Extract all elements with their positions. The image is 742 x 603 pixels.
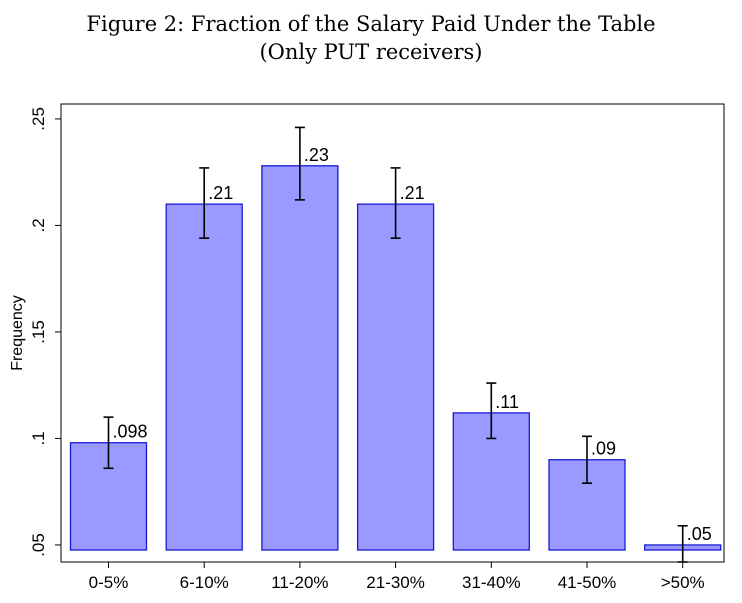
error-bar-0 xyxy=(103,416,114,470)
bar-3 xyxy=(356,203,435,551)
bar-1 xyxy=(165,203,243,551)
bar-2 xyxy=(261,165,339,551)
error-bars-layer xyxy=(103,126,688,563)
y-axis-title: Frequency xyxy=(9,295,26,371)
data-labels-layer: .098 .21 .23 .21 .11 .09 .05 xyxy=(113,145,712,544)
y-tick-label-1: .1 xyxy=(29,431,48,445)
y-tick-label-0: .05 xyxy=(29,533,48,557)
data-label-2: .23 xyxy=(304,145,329,165)
x-tick-label-6: >50% xyxy=(661,573,705,592)
data-label-4: .11 xyxy=(495,392,519,412)
y-tick-label-3: .2 xyxy=(29,218,48,232)
data-label-1: .21 xyxy=(208,183,233,203)
x-tick-label-3: 21-30% xyxy=(366,573,425,592)
x-tick-label-1: 6-10% xyxy=(180,573,229,592)
y-tick-label-4: .25 xyxy=(29,107,48,131)
error-bar-2 xyxy=(294,126,305,201)
y-axis: .05 .1 .15 .2 .25 xyxy=(29,107,61,557)
x-tick-label-2: 11-20% xyxy=(271,573,328,592)
chart-subtitle: (Only PUT receivers) xyxy=(259,40,483,64)
y-tick-label-2: .15 xyxy=(29,320,48,344)
x-tick-label-0: 0-5% xyxy=(89,573,129,592)
chart-title: Figure 2: Fraction of the Salary Paid Un… xyxy=(86,12,656,36)
plot-area-frame xyxy=(60,103,725,563)
x-tick-label-5: 41-50% xyxy=(558,573,617,592)
error-bar-3 xyxy=(390,167,401,240)
data-label-0: .098 xyxy=(113,422,148,442)
error-bar-1 xyxy=(199,167,210,240)
error-bar-5 xyxy=(582,435,592,484)
x-tick-label-4: 31-40% xyxy=(462,573,521,592)
data-label-5: .09 xyxy=(591,439,616,459)
x-axis: 0-5% 6-10% 11-20% 21-30% 31-40% 41-50% >50% xyxy=(89,562,705,592)
data-label-3: .21 xyxy=(400,183,425,203)
error-bar-4 xyxy=(486,382,497,440)
data-label-6: .05 xyxy=(687,524,712,544)
